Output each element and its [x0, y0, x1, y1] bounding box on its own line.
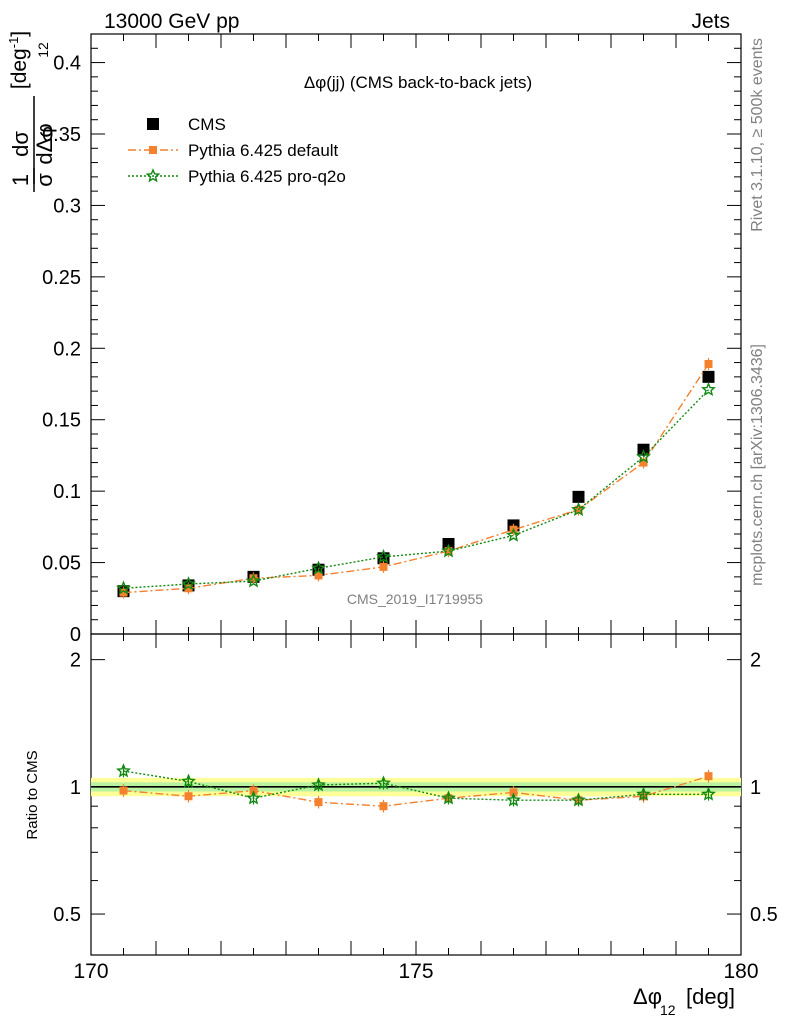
x-axis-label: Δφ 12 [deg] — [633, 984, 735, 1018]
ratio-panel: 170 175 180 0.5 0.5 1 1 2 2 — [53, 633, 778, 983]
main-y-axis-label-units: 12 — [35, 42, 51, 58]
svg-text:σ: σ — [32, 173, 57, 187]
point-pythia-6-425-default — [184, 584, 193, 593]
svg-text:[deg]: [deg] — [686, 984, 735, 1009]
point-pythia-6-425-default — [639, 458, 648, 467]
y-tick-label: 0.3 — [53, 195, 81, 217]
y-tick-label: 0.2 — [53, 338, 81, 360]
point-pythia-6-425-pro-q2o — [636, 449, 651, 464]
y-tick-label: 0.1 — [53, 481, 81, 503]
point-cms — [572, 490, 585, 503]
ratio-y-tick-label: 2 — [70, 650, 81, 672]
legend-label-pythia-6-425-default: Pythia 6.425 default — [188, 141, 339, 160]
point-pythia-6-425-pro-q2o — [116, 580, 131, 595]
ratio-point-pythia-6-425-pro-q2o — [116, 763, 131, 778]
watermark: CMS_2019_I1719955 — [347, 591, 483, 607]
ratio-y-tick-label: 1 — [70, 777, 81, 799]
point-pythia-6-425-pro-q2o — [376, 549, 391, 564]
point-pythia-6-425-pro-q2o — [506, 527, 521, 542]
x-tick-label: 180 — [723, 960, 758, 983]
ratio-point-pythia-6-425-default — [314, 798, 323, 807]
legend-marker-pythia-6-425-pro-q2o — [145, 168, 161, 183]
svg-text:12: 12 — [35, 42, 51, 58]
ratio-point-pythia-6-425-pro-q2o — [701, 786, 716, 801]
svg-text:dΔφ: dΔφ — [32, 123, 57, 164]
main-y-axis-label: 1 σ — [8, 168, 57, 192]
point-pythia-6-425-pro-q2o — [311, 560, 326, 575]
y-tick-label: 0 — [70, 624, 81, 646]
series-line-pythia-6-425-default — [123, 363, 710, 594]
ratio-point-pythia-6-425-default — [184, 792, 193, 801]
ratio-point-pythia-6-425-pro-q2o — [181, 773, 196, 788]
ratio-y-tick-label-right: 2 — [750, 650, 761, 672]
ratio-y-tick-label-right: 1 — [750, 777, 761, 799]
ratio-point-pythia-6-425-default — [704, 772, 713, 781]
main-y-axis-label-frac2: dσ dΔφ — [8, 96, 57, 184]
point-pythia-6-425-default — [444, 547, 453, 556]
chart-title: Δφ(jj) (CMS back-to-back jets) — [304, 73, 532, 92]
point-pythia-6-425-default — [249, 574, 258, 583]
y-tick-label: 0.25 — [42, 267, 81, 289]
svg-text:12: 12 — [660, 1002, 676, 1018]
ratio-point-pythia-6-425-pro-q2o — [636, 786, 651, 801]
ratio-point-pythia-6-425-default — [119, 786, 128, 795]
ratio-point-pythia-6-425-pro-q2o — [441, 790, 456, 805]
ratio-point-pythia-6-425-pro-q2o — [246, 790, 261, 805]
header-right: Jets — [691, 10, 730, 33]
ratio-y-tick-label: 0.5 — [53, 904, 81, 926]
ratio-y-tick-label-right: 0.5 — [750, 904, 778, 926]
ratio-point-pythia-6-425-pro-q2o — [506, 792, 521, 807]
point-pythia-6-425-pro-q2o — [571, 501, 586, 517]
legend-label-pythia-6-425-pro-q2o: Pythia 6.425 pro-q2o — [188, 167, 346, 186]
y-tick-label: 0.15 — [42, 410, 81, 432]
rivet-label: Rivet 3.1.10, ≥ 500k events — [749, 38, 766, 232]
point-pythia-6-425-pro-q2o — [441, 543, 456, 558]
series-line-pythia-6-425-pro-q2o — [123, 389, 710, 589]
ratio-point-pythia-6-425-pro-q2o — [376, 775, 391, 790]
ratio-point-pythia-6-425-default — [379, 802, 388, 811]
svg-text:Δφ: Δφ — [633, 984, 662, 1009]
legend: CMS Pythia 6.425 default Pythia 6.425 pro-… — [128, 115, 346, 186]
x-tick-label: 175 — [398, 960, 433, 983]
point-pythia-6-425-default — [119, 588, 128, 597]
legend-marker-cms — [147, 118, 159, 130]
svg-text:[deg-1]: [deg-1] — [6, 31, 31, 89]
y-tick-label: 0.4 — [53, 53, 81, 75]
main-panel: 0 0.05 0.1 0.15 0.2 0.25 0.3 0.35 0.4 — [42, 33, 742, 955]
ratio-y-axis-label: Ratio to CMS — [24, 750, 41, 839]
legend-label-cms: CMS — [188, 115, 226, 134]
point-pythia-6-425-default — [704, 360, 713, 368]
ratio-line-pythia-6-425-default — [123, 775, 709, 807]
header-left: 13000 GeV pp — [104, 10, 239, 33]
y-tick-label: 0.35 — [42, 124, 81, 146]
point-pythia-6-425-pro-q2o — [246, 573, 261, 588]
point-pythia-6-425-default — [379, 562, 388, 571]
main-y-axis-label-deg: [deg-1] — [6, 31, 31, 89]
svg-text:dσ: dσ — [8, 131, 33, 157]
legend-marker-pythia-6-425-default — [149, 146, 157, 154]
point-pythia-6-425-pro-q2o — [701, 381, 716, 397]
y-tick-label: 0.05 — [42, 553, 81, 575]
point-cms — [702, 370, 715, 383]
point-pythia-6-425-pro-q2o — [181, 576, 196, 591]
ratio-point-pythia-6-425-pro-q2o — [571, 792, 586, 807]
point-pythia-6-425-default — [314, 571, 323, 580]
ratio-point-pythia-6-425-pro-q2o — [311, 777, 326, 792]
svg-text:1: 1 — [8, 174, 33, 186]
x-tick-label: 170 — [73, 960, 108, 983]
mcplots-label: mcplots.cern.ch [arXiv:1306.3436] — [749, 344, 766, 586]
ratio-line-pythia-6-425-pro-q2o — [123, 770, 709, 801]
